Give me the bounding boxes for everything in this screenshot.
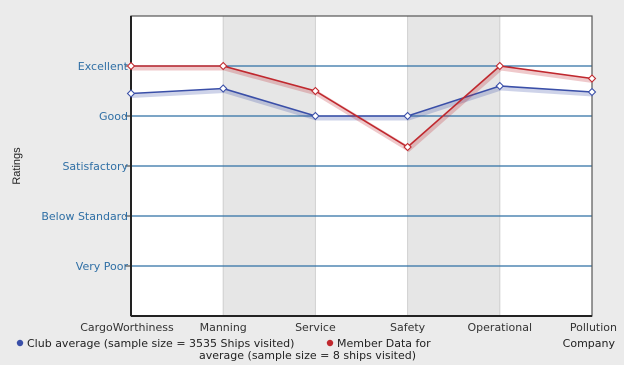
legend-marker-club (16, 339, 24, 347)
y-axis-label: Ratings (11, 147, 23, 185)
series-0-point (587, 87, 597, 97)
series-1-point (126, 61, 136, 71)
series-0-point (218, 84, 228, 93)
legend-label-member-line1: Member Data for (337, 337, 431, 350)
series-0-shadow (131, 85, 594, 121)
series-1-point (311, 86, 320, 96)
y-tick-label: Below Standard (41, 210, 128, 223)
y-tick-label: Excellent (78, 60, 129, 73)
y-tick-label: Very Poor (76, 260, 129, 273)
legend: Club average (sample size = 3535 Ships v… (16, 337, 616, 362)
x-tick-label: CargoWorthiness (80, 321, 174, 334)
series-1-line (131, 65, 593, 148)
series-0-point (311, 111, 320, 121)
y-tick-labels: Very Poor Below Standard Satisfactory Good E… (41, 60, 128, 273)
x-tick-label: Pollution (570, 321, 617, 334)
legend-label-club: Club average (sample size = 3535 Ships v… (27, 337, 294, 350)
x-tick-label: Safety (390, 321, 426, 334)
x-tick-label: Manning (200, 321, 247, 334)
y-tick-label: Satisfactory (62, 160, 128, 173)
legend-label-member-line2: average (sample size = 8 ships visited) (199, 349, 416, 362)
legend-marker-member (326, 339, 334, 347)
x-tick-label: Operational (468, 321, 533, 334)
series-1-point (495, 61, 505, 71)
series-1-point (403, 142, 412, 152)
series-1-shadow (132, 65, 594, 153)
series-0-line (130, 85, 593, 117)
x-tick-label: Service (295, 321, 336, 334)
series-0-point (403, 111, 412, 121)
y-tick-label: Good (99, 110, 128, 123)
x-tick-labels: CargoWorthiness Manning Service Safety Opera… (80, 321, 617, 334)
series-1-point (587, 74, 597, 83)
series-0-point (126, 89, 136, 98)
series-0-point (495, 81, 505, 91)
series-layer (126, 61, 597, 153)
legend-label-member-company: Company (563, 337, 616, 350)
series-1-point (218, 61, 228, 71)
